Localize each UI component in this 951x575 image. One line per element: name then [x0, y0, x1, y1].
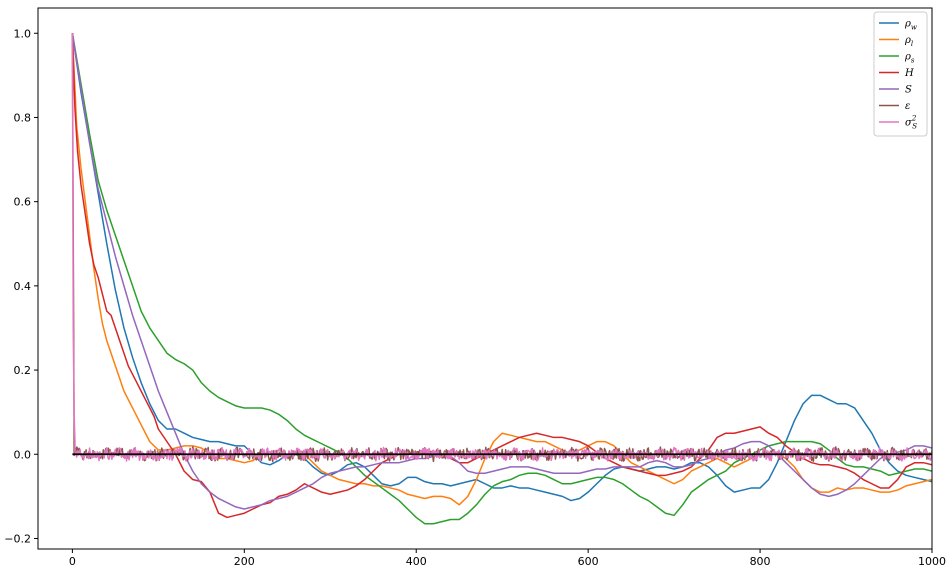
legend-label: ρs — [904, 52, 915, 65]
y-tick-label: 1.0 — [14, 27, 32, 40]
legend-label: σ2 S — [905, 115, 917, 131]
series-line-4 — [71, 33, 932, 510]
series-line-6 — [71, 33, 932, 462]
series-line-1 — [71, 33, 932, 506]
legend-label: ρw — [904, 19, 917, 32]
legend-label: S — [905, 85, 912, 96]
legend-label: ρl — [904, 35, 913, 48]
series-line-0 — [71, 33, 932, 502]
y-tick-label: 0.6 — [14, 196, 32, 209]
x-tick-label: 200 — [234, 555, 255, 568]
x-tick-label: 600 — [578, 555, 599, 568]
legend-label: ε — [905, 101, 910, 112]
y-tick-label: −0.2 — [4, 532, 31, 545]
y-axis: −0.2 0.0 0.2 0.4 0.6 0.8 1.0 — [4, 27, 38, 545]
legend-label: H — [904, 68, 914, 79]
y-tick-label: 0.8 — [14, 111, 32, 124]
legend: ρw ρl ρs HSε σ2 S — [873, 11, 928, 137]
x-tick-label: 400 — [406, 555, 427, 568]
x-tick-label: 800 — [750, 555, 771, 568]
x-axis: 0 200 400 600 800 1000 — [69, 549, 946, 568]
y-tick-label: 0.4 — [14, 280, 32, 293]
series-line-3 — [71, 33, 932, 519]
legend-box — [873, 11, 928, 137]
series-lines — [71, 33, 932, 525]
x-tick-label: 0 — [69, 555, 76, 568]
series-line-2 — [71, 33, 932, 525]
series-line-5 — [71, 33, 932, 463]
y-tick-label: 0.0 — [14, 448, 32, 461]
y-tick-label: 0.2 — [14, 364, 32, 377]
plot-frame — [37, 7, 933, 550]
x-tick-label: 1000 — [918, 555, 946, 568]
